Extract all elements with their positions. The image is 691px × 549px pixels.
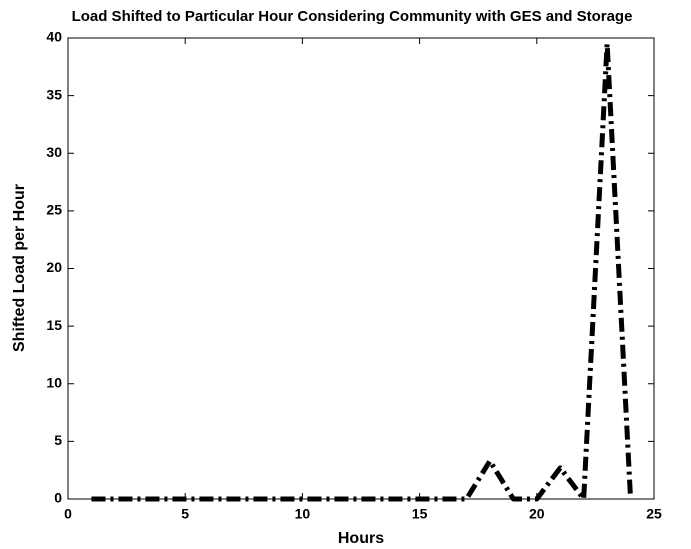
y-tick-label: 10 xyxy=(46,374,62,390)
y-tick-label: 30 xyxy=(46,144,62,160)
y-tick-label: 0 xyxy=(54,490,62,506)
y-axis-label: Shifted Load per Hour xyxy=(11,184,28,352)
x-tick-label: 5 xyxy=(181,506,189,522)
chart-title: Load Shifted to Particular Hour Consider… xyxy=(72,8,633,25)
y-tick-label: 35 xyxy=(46,86,62,102)
y-tick-label: 15 xyxy=(46,317,62,333)
y-tick-label: 40 xyxy=(46,29,62,45)
data-line xyxy=(91,41,634,502)
x-tick-label: 10 xyxy=(295,506,311,522)
plot-frame xyxy=(67,37,655,500)
x-tick-label: 0 xyxy=(64,506,72,522)
y-tick-label: 20 xyxy=(46,259,62,275)
x-tick-label: 20 xyxy=(529,506,545,522)
x-axis-label: Hours xyxy=(338,530,384,547)
y-tick-label: 5 xyxy=(54,432,62,448)
x-tick-label: 25 xyxy=(646,506,662,522)
y-tick-label: 25 xyxy=(46,202,62,218)
x-tick-label: 15 xyxy=(412,506,428,522)
